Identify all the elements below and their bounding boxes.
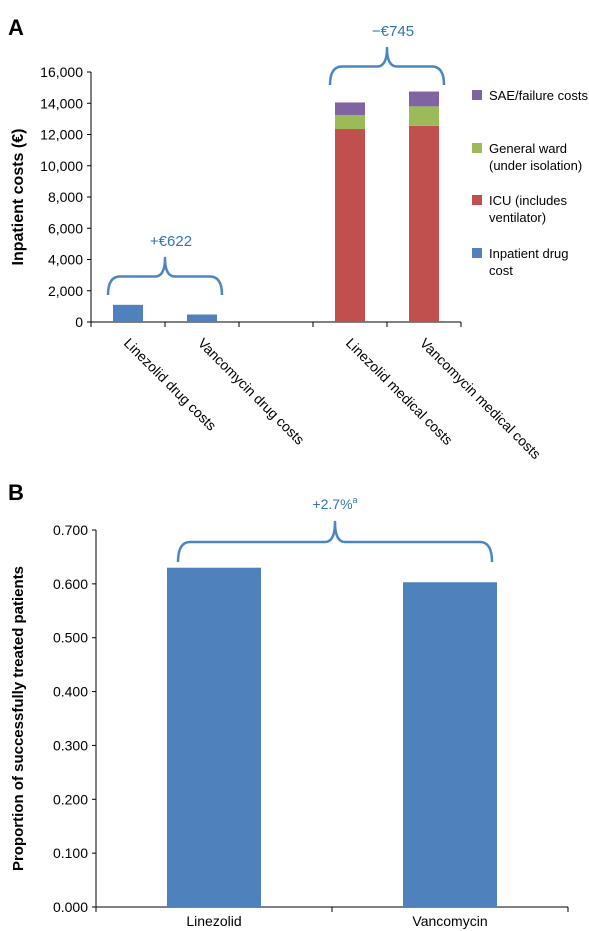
y-tick-label: 16,000 — [40, 64, 83, 80]
panel-label: B — [8, 480, 24, 505]
annotation-brace — [106, 256, 224, 296]
y-tick-label: 0.300 — [53, 737, 88, 753]
x-tick-label: Vancomycin — [412, 913, 487, 929]
legend-swatch — [472, 195, 482, 205]
legend-label: ICU (includes — [489, 193, 568, 208]
x-tick-label: Vancomycin medical costs — [417, 335, 544, 462]
legend-label: (under isolation) — [489, 158, 582, 173]
bar-segment — [335, 114, 365, 130]
legend-swatch — [472, 143, 482, 153]
annotation-superscript: a — [353, 495, 358, 505]
annotation-value: +2.7% — [312, 496, 352, 512]
y-axis-label: Proportion of successfully treated patie… — [10, 566, 27, 871]
y-tick-label: 2,000 — [48, 283, 83, 299]
legend-label: SAE/failure costs — [489, 88, 588, 103]
legend-label: General ward — [489, 141, 567, 156]
annotation-brace — [328, 46, 446, 86]
y-tick-label: 10,000 — [40, 158, 83, 174]
annotation-label: +2.7%a — [312, 495, 357, 512]
panel-label: A — [8, 15, 24, 40]
panel-a: A 0 2,000 4,000 6,000 8,000 10,000 12,000 14,000… — [8, 15, 588, 462]
x-tick-label: Vancomycin drug costs — [195, 335, 308, 448]
annotation-label: −€745 — [372, 23, 414, 40]
bar — [167, 567, 261, 907]
bar-segment — [113, 304, 143, 322]
y-tick-label: 0 — [75, 314, 83, 330]
legend: SAE/failure costs General ward (under isol… — [472, 88, 588, 278]
panel-b: B 0.000 0.100 0.200 0.300 0.400 0.500 0.600 0.70… — [8, 480, 569, 929]
annotation-brace — [176, 520, 494, 563]
legend-swatch — [472, 248, 482, 258]
legend-label: ventilator) — [489, 210, 546, 225]
bar — [403, 582, 497, 907]
legend-label: cost — [489, 263, 513, 278]
bar-segment — [409, 125, 439, 322]
y-tick-label: 6,000 — [48, 220, 83, 236]
y-tick-label: 0.400 — [53, 684, 88, 700]
bar-segment — [335, 129, 365, 322]
legend-swatch — [472, 90, 482, 100]
bar-segment — [409, 106, 439, 126]
y-tick-label: 14,000 — [40, 95, 83, 111]
legend-label: Inpatient drug — [489, 246, 569, 261]
x-tick-label: Linezolid — [186, 913, 241, 929]
annotation-label: +€622 — [150, 233, 192, 250]
y-axis-label: Inpatient costs (€) — [10, 129, 27, 266]
bar-segment — [335, 102, 365, 115]
y-tick-label: 0.600 — [53, 576, 88, 592]
y-tick-label: 8,000 — [48, 189, 83, 205]
y-tick-label: 0.700 — [53, 522, 88, 538]
y-tick-label: 12,000 — [40, 127, 83, 143]
y-tick-label: 0.200 — [53, 791, 88, 807]
y-tick-label: 0.000 — [53, 899, 88, 915]
y-tick-label: 0.100 — [53, 845, 88, 861]
bar-segment — [187, 314, 217, 322]
bar-segment — [409, 91, 439, 107]
y-tick-label: 4,000 — [48, 252, 83, 268]
y-tick-label: 0.500 — [53, 630, 88, 646]
